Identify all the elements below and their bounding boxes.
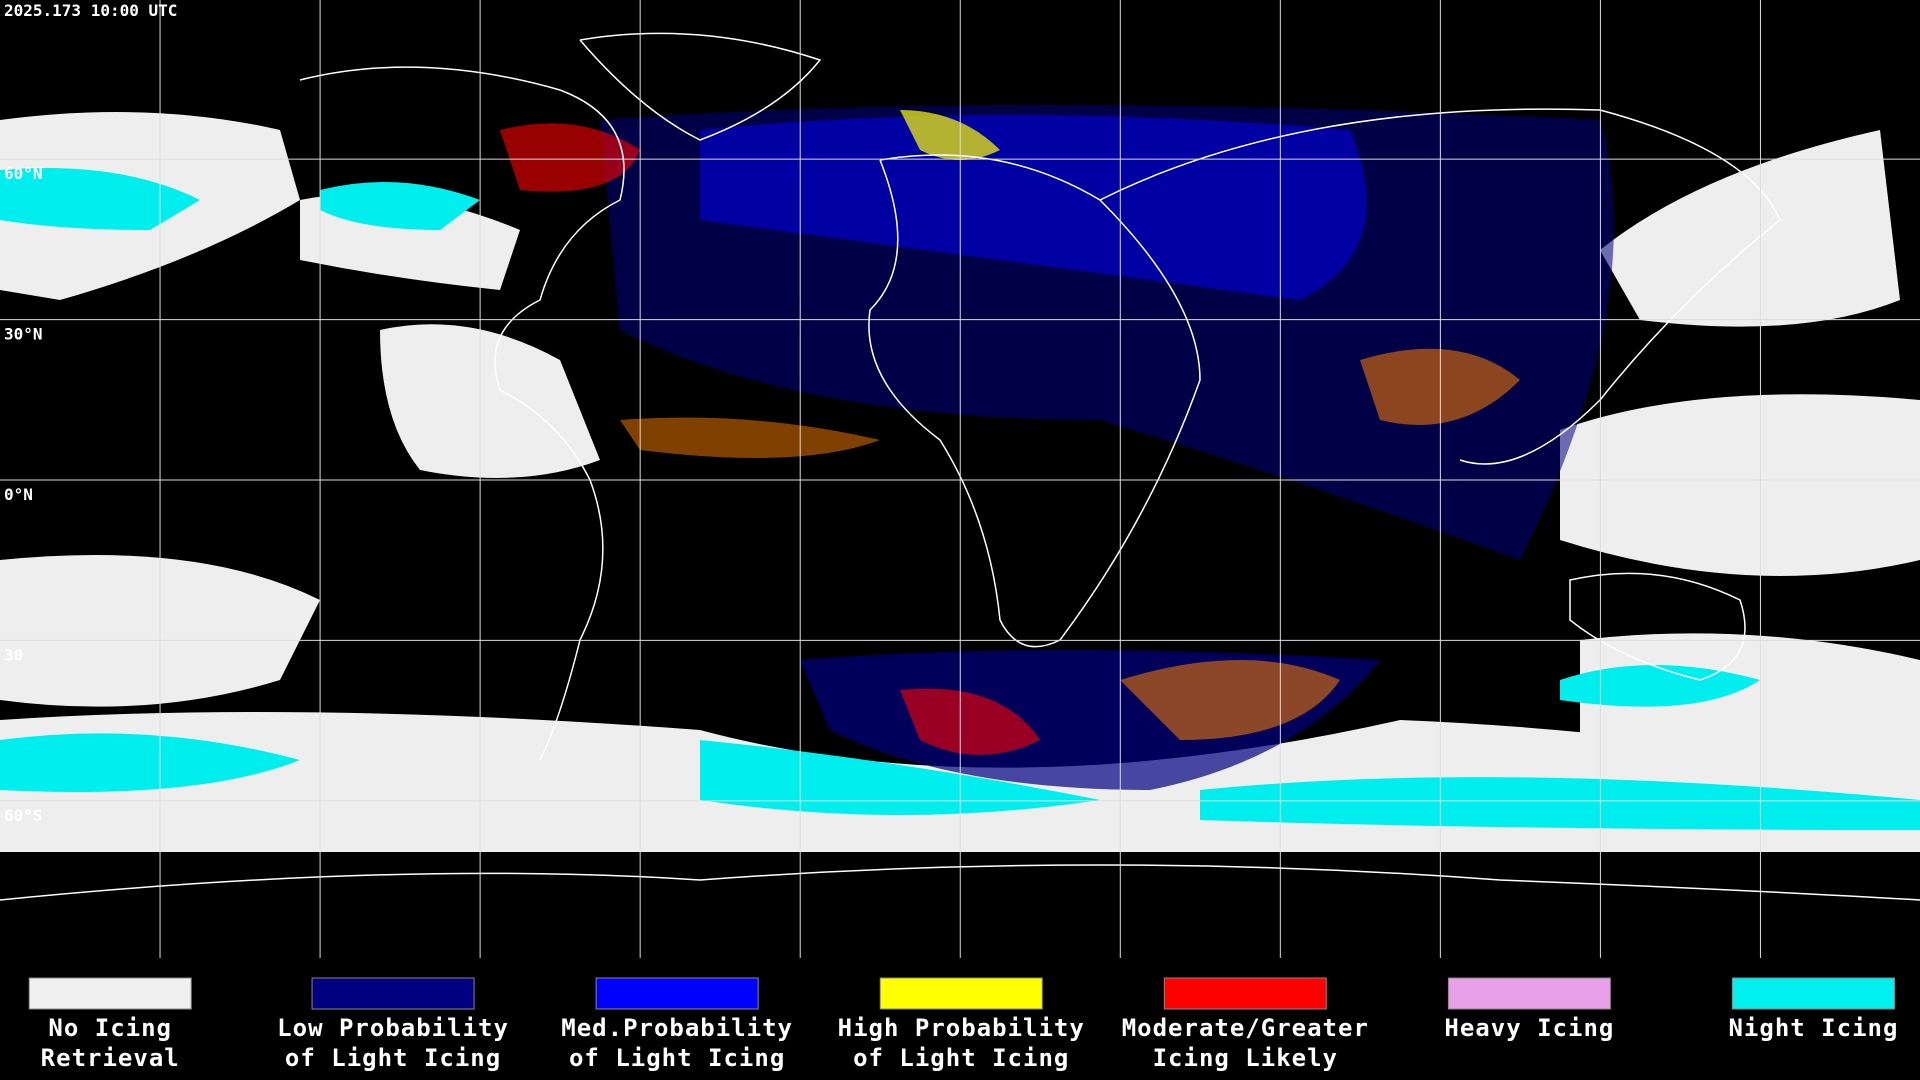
legend-swatch	[595, 977, 759, 1010]
latitude-label: 30	[4, 645, 23, 664]
latitude-label: 0°N	[4, 485, 33, 504]
legend-label: Med.Probability	[561, 1014, 793, 1042]
legend-label: Retrieval	[41, 1044, 180, 1072]
coastlines	[0, 32, 1920, 901]
legend-label: Night Icing	[1728, 1014, 1898, 1042]
timestamp: 2025.173 10:00 UTC	[4, 1, 177, 20]
legend-swatch	[28, 977, 192, 1010]
legend-swatch	[1163, 977, 1327, 1010]
legend-swatch	[1731, 977, 1895, 1010]
legend-label: No Icing	[48, 1014, 172, 1042]
legend-label: High Probability	[838, 1014, 1085, 1042]
legend-label: of Light Icing	[569, 1044, 785, 1072]
legend-label: Low Probability	[277, 1014, 509, 1042]
legend-swatch	[311, 977, 475, 1010]
legend-swatch	[1447, 977, 1611, 1010]
latitude-label: 30°N	[4, 325, 43, 344]
legend-label: of Light Icing	[853, 1044, 1069, 1072]
legend-label: of Light Icing	[285, 1044, 501, 1072]
graticule	[0, 0, 1920, 958]
legend-swatch	[879, 977, 1043, 1010]
legend-label: Icing Likely	[1153, 1044, 1338, 1072]
latitude-label: 60°N	[4, 164, 43, 183]
legend-label: Moderate/Greater	[1122, 1014, 1369, 1042]
legend-label: Heavy Icing	[1444, 1014, 1614, 1042]
cloud-field	[0, 105, 1920, 852]
latitude-label: 60°S	[4, 806, 43, 825]
